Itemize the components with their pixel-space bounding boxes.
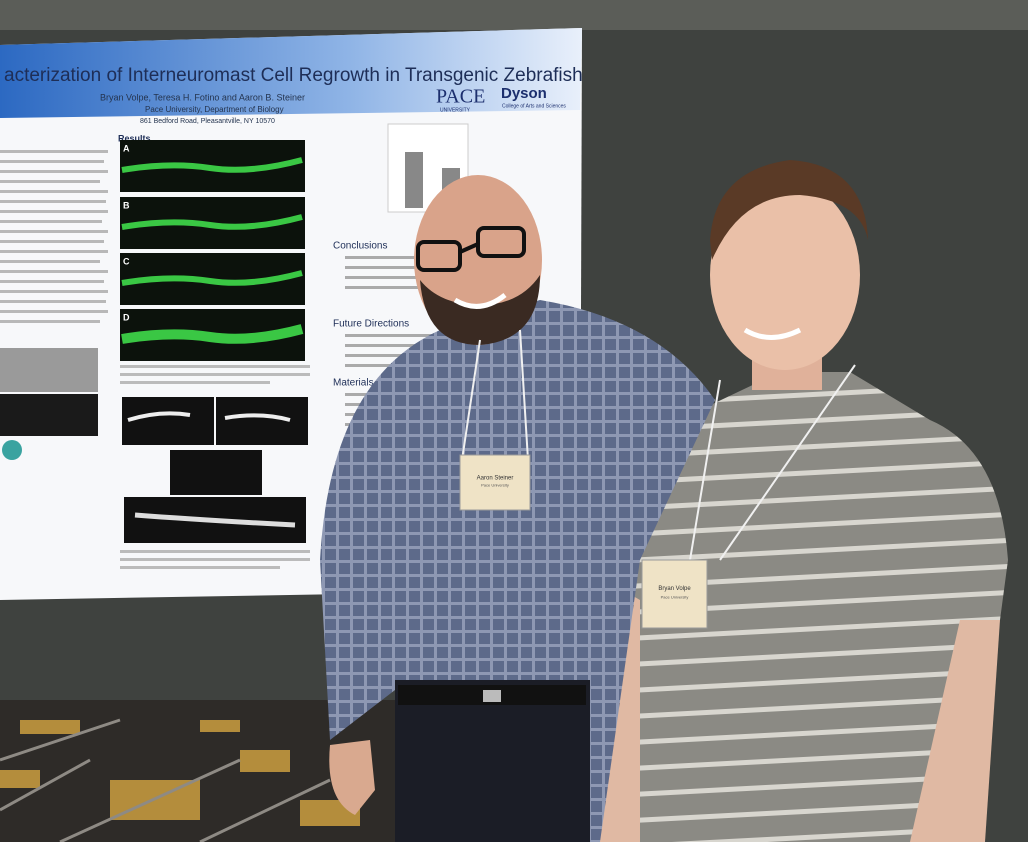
lanyard	[689, 364, 856, 561]
poster-title: acterization of Interneuromast Cell Regr…	[4, 65, 583, 86]
fluorescent-cell	[121, 270, 303, 286]
name-tag	[459, 454, 531, 511]
logo-dyson-sub: College of Arts and Sciences	[502, 103, 566, 109]
hair	[710, 160, 868, 260]
logo-pace-sub: UNIVERSITY	[440, 107, 471, 113]
text-line	[345, 286, 435, 289]
fluorescent-cell	[121, 324, 304, 344]
section-heading: Future Directions	[333, 319, 409, 330]
panel-label: B	[123, 200, 130, 210]
panel-label: C	[123, 256, 130, 266]
section-heading: Materials & Meth	[333, 378, 408, 389]
buckle	[483, 690, 501, 702]
name-tag-name: Bryan Volpe	[658, 586, 691, 592]
poster-text-results	[120, 365, 310, 569]
name-tag-org: Pace University	[481, 482, 509, 487]
ceiling-edge	[0, 0, 1028, 30]
diagram-cell	[2, 440, 22, 460]
poster-text-left	[0, 150, 108, 323]
name-tag-org: Pace University	[661, 594, 689, 599]
text-line	[345, 354, 435, 357]
striped-shirt	[605, 372, 1008, 842]
text-line	[345, 334, 435, 337]
results-heading: Results	[118, 133, 151, 143]
carpet-lines	[0, 718, 331, 842]
figure-left	[0, 348, 98, 392]
figure-left-dark	[0, 394, 98, 436]
hand	[329, 740, 375, 815]
smile	[743, 327, 802, 340]
poster-affiliation: Pace University, Department of Biology	[145, 105, 284, 114]
text-line	[345, 276, 435, 279]
figure-bar	[405, 152, 423, 208]
text-line	[345, 266, 435, 269]
logo-dyson: Dyson	[501, 85, 547, 102]
logo-pace: PACE	[436, 86, 485, 108]
glasses	[416, 226, 526, 272]
arm	[910, 620, 1000, 842]
beard	[420, 275, 540, 345]
name-tag	[641, 559, 708, 629]
panel-label: D	[123, 312, 130, 322]
poster-address: 861 Bedford Road, Pleasantville, NY 1057…	[140, 118, 275, 125]
face	[710, 180, 860, 370]
results-panels: A B C D	[120, 140, 305, 361]
poster-header	[0, 28, 582, 118]
fluorescent-cell	[121, 214, 303, 230]
jeans	[395, 680, 590, 842]
smile	[453, 293, 507, 309]
text-line	[345, 256, 435, 259]
panel-label: A	[123, 143, 130, 153]
fluorescent-cell	[121, 157, 303, 173]
name-tag-name: Aaron Steiner	[477, 476, 514, 482]
section-heading: Conclusions	[333, 241, 387, 252]
carpet-pattern	[0, 720, 360, 826]
bw-panels	[122, 397, 308, 543]
lanyard	[461, 329, 529, 461]
poster-authors: Bryan Volpe, Teresa H. Fotino and Aaron …	[100, 92, 305, 102]
text-line	[345, 344, 435, 347]
